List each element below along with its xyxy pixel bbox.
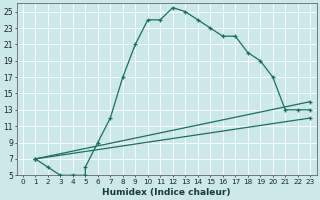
X-axis label: Humidex (Indice chaleur): Humidex (Indice chaleur) (102, 188, 231, 197)
